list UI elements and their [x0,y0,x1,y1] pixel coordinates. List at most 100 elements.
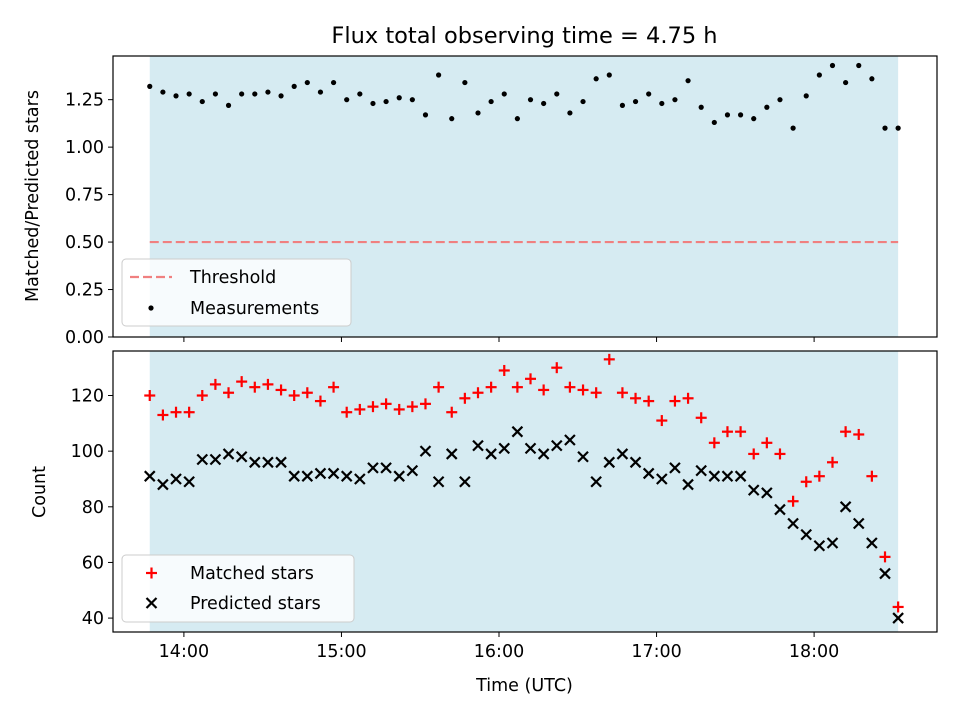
predicted-star-point [157,478,169,491]
predicted-star-point [209,453,222,466]
predicted-star-point [354,473,366,485]
predicted-star-point [747,484,760,496]
legend-threshold-label: Threshold [189,268,276,288]
predicted-star-point [170,473,182,485]
matched-star-point [826,456,838,468]
matched-star-point [196,390,208,402]
matched-star-point [590,387,602,399]
measurement-point [816,72,822,78]
predicted-star-point [892,612,904,624]
top-ytick-label: 0.00 [65,328,104,348]
matched-star-point [616,387,628,399]
matched-star-point [209,378,221,390]
measurement-point [265,89,271,95]
predicted-star-point [196,453,209,466]
x-b [656,473,668,485]
predicted-star-point [839,501,852,513]
predicted-star-point [380,462,392,474]
predicted-star-point [577,450,589,463]
measurement-point [711,119,717,126]
predicted-star-point [787,517,799,530]
measurement-point [882,125,888,131]
measurement-point [396,95,402,101]
x-b [524,442,537,455]
matched-star-point [669,395,681,407]
x-b [800,528,813,541]
matched-star-point [446,406,458,418]
matched-star-point [393,403,405,415]
predicted-star-point [774,503,786,516]
predicted-star-point [669,462,681,474]
predicted-star-point [682,478,694,491]
bottom-y-axis-label: Count [30,466,50,518]
measurement-point [186,91,192,97]
measurement-point [304,79,310,86]
x-b [183,475,195,488]
measurement-point [541,100,547,107]
top-frame [112,55,938,338]
bottom-xtick-label: 14:00 [159,642,209,662]
predicted-star-point [406,464,419,477]
x-b [249,456,261,469]
measurement-point [659,100,665,107]
matched-star-point [367,401,379,413]
x-b [826,537,839,549]
measurement-point [147,83,153,89]
measurement-point [593,76,599,82]
x-b [774,503,786,516]
matched-star-point [301,387,313,399]
matched-star-point [695,412,707,424]
x-b [157,478,169,491]
predicted-star-point [327,467,340,480]
predicted-star-point [603,456,616,469]
legend-box [121,258,352,327]
matched-star-point [761,437,773,449]
x-b [367,462,379,474]
measurement-point [317,89,324,95]
x-b [682,478,694,491]
measurement-point [632,98,639,105]
predicted-star-point [498,442,511,455]
matched-star-point [419,398,431,410]
matched-star-point [721,426,733,438]
measurement-point [344,97,350,103]
matched-star-point [433,381,445,393]
matched-star-point [380,398,392,410]
x-b [537,448,550,460]
x-b [629,456,642,469]
matched-star-point [314,395,326,407]
matched-star-point [879,551,891,563]
measurement-point [422,112,429,118]
measurement-point [383,98,389,105]
x-b [734,470,747,482]
predicted-star-point [590,475,602,488]
x-b [209,453,222,466]
bottom-ytick-label: 80 [82,498,104,518]
x-b [459,475,471,488]
x-b [143,470,156,482]
x-b [852,517,865,530]
measurement-point [895,125,901,131]
x-b [642,467,655,480]
x-b [761,487,773,499]
matched-star-point [157,409,169,421]
x-b [564,434,576,446]
matched-star-point [630,392,642,404]
matched-star-point [341,406,353,418]
legend-measurements-label: Measurements [190,299,319,319]
top-ytick-label: 0.75 [65,186,104,206]
measurement-point [436,72,442,78]
x-b [879,567,891,580]
matched-star-point [840,426,852,438]
measurement-point [737,112,744,118]
measurement-point [869,76,875,82]
matched-star-point [223,387,235,399]
bottom-xtick-label: 17:00 [631,642,681,662]
matched-star-point [538,384,550,396]
measurement-point [567,110,573,116]
predicted-star-point [459,475,471,488]
matched-star-point [406,401,418,413]
x-axis-label: Time (UTC) [475,676,573,696]
measurement-point [843,79,849,86]
